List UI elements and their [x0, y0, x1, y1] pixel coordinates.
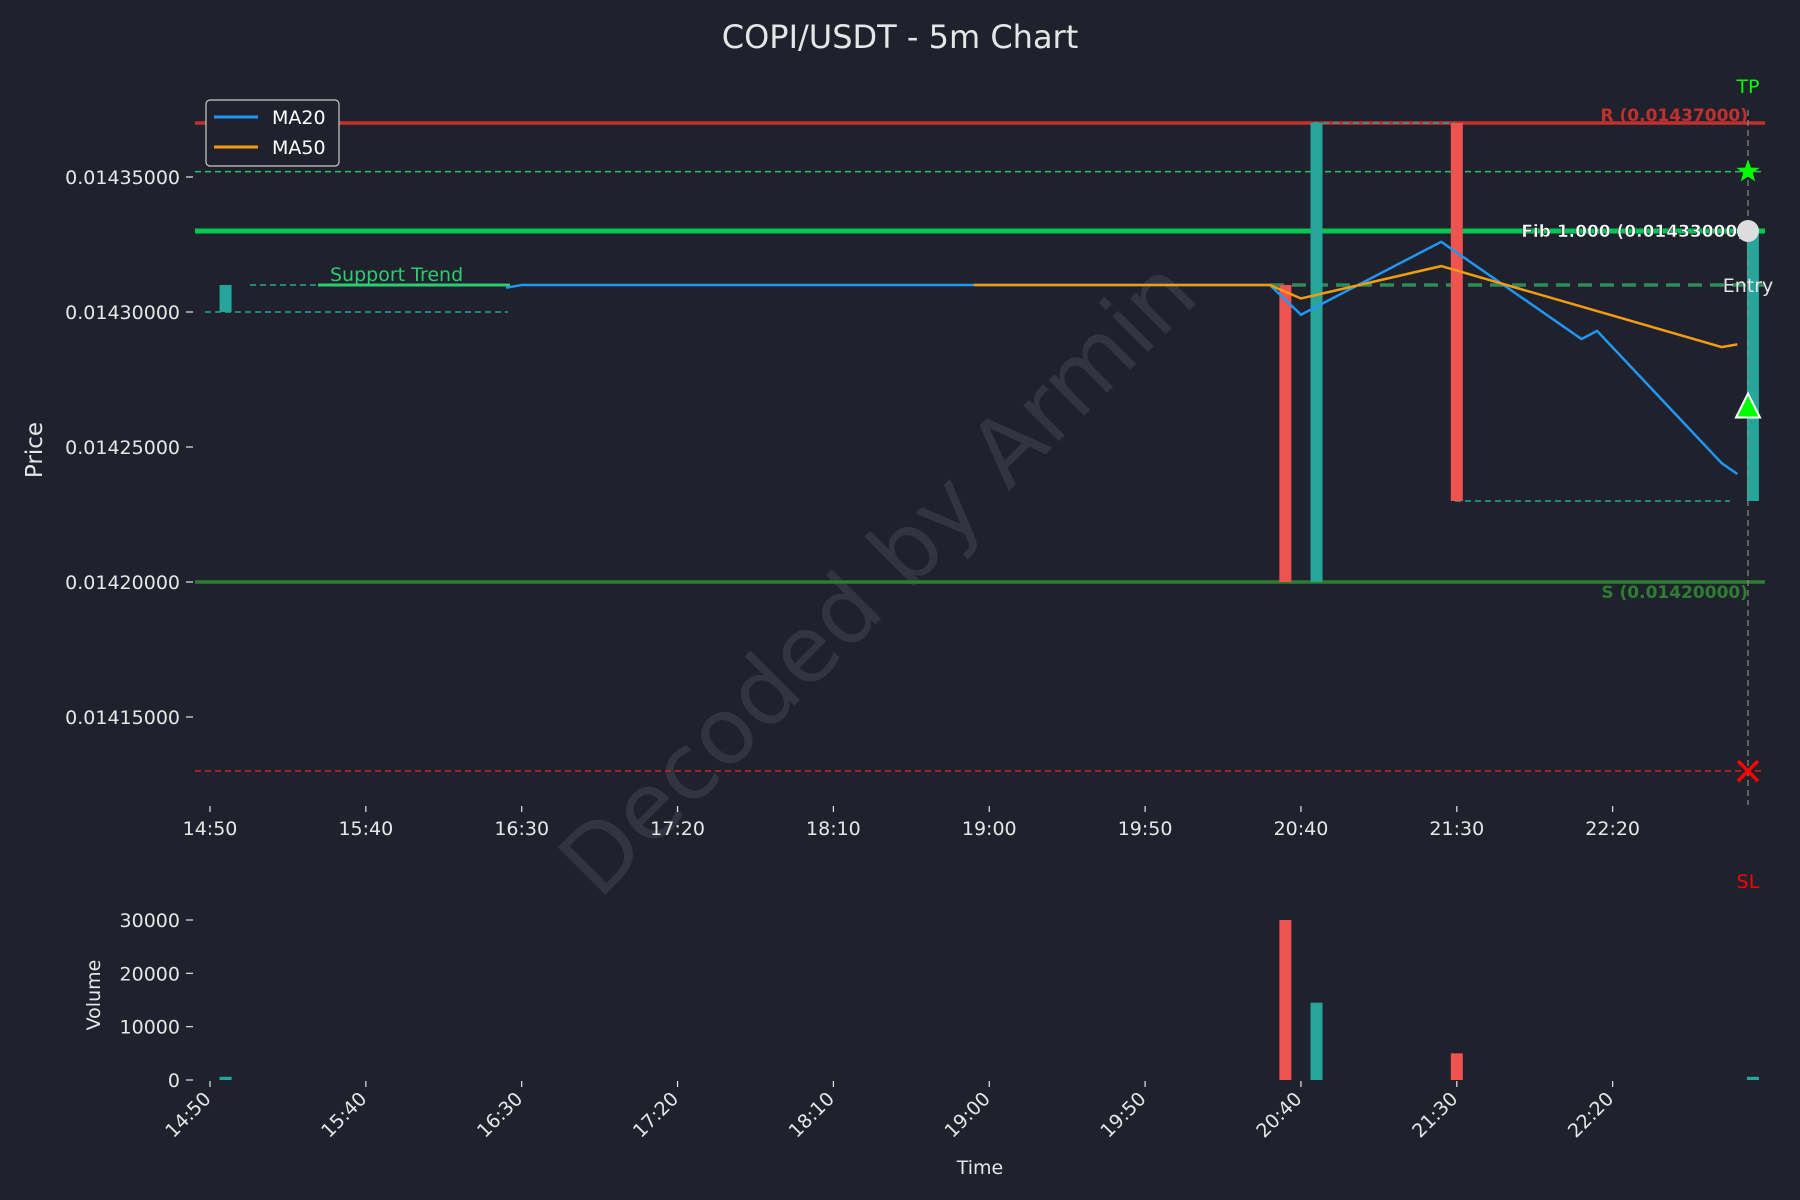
candle-3 — [1450, 123, 1463, 501]
volume-tick-label: 0 — [168, 1070, 180, 1092]
fib-level-label: Fib 1.000 (0.01433000) — [1521, 222, 1745, 242]
candle-4 — [1746, 231, 1759, 501]
volume-time-tick-label: 21:30 — [1408, 1088, 1462, 1142]
price-axis-title: Price — [22, 422, 48, 478]
current-price-circle-icon — [1737, 220, 1759, 242]
volume-time-tick-label: 18:10 — [785, 1088, 839, 1142]
price-tick-label: 0.01425000 — [65, 437, 180, 459]
volume-time-tick-label: 20:40 — [1252, 1088, 1306, 1142]
candle-1 — [1279, 285, 1292, 582]
chart-title: COPI/USDT - 5m Chart — [722, 18, 1079, 56]
volume-bar-0 — [219, 1076, 232, 1080]
trade-markers: TP Entry SL — [1723, 76, 1774, 893]
time-tick-label: 15:40 — [338, 818, 393, 840]
legend[interactable]: MA20 MA50 — [205, 99, 340, 167]
price-tick-label: 0.01415000 — [65, 707, 180, 729]
sl-label: SL — [1737, 871, 1760, 893]
time-tick-label: 17:20 — [650, 818, 705, 840]
time-tick-label: 20:40 — [1274, 818, 1329, 840]
candle-2 — [1310, 123, 1323, 582]
time-tick-label: 16:30 — [494, 818, 549, 840]
volume-time-tick-label: 19:00 — [941, 1088, 995, 1142]
tp-label: TP — [1735, 76, 1759, 98]
volume-axis-title: Volume — [83, 960, 105, 1031]
moving-average-lines — [505, 240, 1739, 476]
time-tick-label: 19:50 — [1118, 818, 1173, 840]
volume-time-tick-label: 14:50 — [161, 1088, 215, 1142]
price-levels: R (0.01437000) S (0.01420000) Fib 1.000 (0… — [195, 106, 1765, 772]
volume-time-tick-label: 16:30 — [473, 1088, 527, 1142]
buy-triangle-icon — [1734, 391, 1762, 419]
volume-bars — [219, 920, 1759, 1080]
volume-tick-label: 30000 — [120, 910, 180, 932]
price-y-axis: 0.01415000 0.01420000 0.01425000 0.01430000… — [65, 167, 193, 729]
time-axis-title: Time — [956, 1157, 1004, 1179]
volume-bar-1 — [1279, 920, 1292, 1080]
candle-0 — [219, 285, 232, 312]
legend-label-ma20: MA20 — [272, 107, 326, 129]
take-profit-star-icon — [1736, 159, 1760, 182]
resistance-label: R (0.01437000) — [1601, 106, 1748, 126]
volume-bar-3 — [1450, 1053, 1463, 1080]
price-x-axis: 14:50 15:40 16:30 17:20 18:10 19:00 19:50 20:40… — [183, 806, 1640, 840]
price-tick-label: 0.01435000 — [65, 167, 180, 189]
entry-label: Entry — [1723, 275, 1774, 297]
support-label: S (0.01420000) — [1601, 583, 1748, 603]
volume-time-tick-label: 19:50 — [1096, 1088, 1150, 1142]
volume-time-tick-label: 22:20 — [1564, 1088, 1618, 1142]
volume-bar-4 — [1746, 1076, 1759, 1080]
stop-loss-x-icon — [1736, 759, 1760, 783]
time-tick-label: 22:20 — [1585, 818, 1640, 840]
legend-label-ma50: MA50 — [272, 137, 326, 159]
volume-y-axis: 0 10000 20000 30000 — [120, 910, 193, 1092]
volume-bar-2 — [1310, 1002, 1323, 1080]
support-trend-label: Support Trend — [330, 264, 463, 286]
time-tick-label: 14:50 — [183, 818, 238, 840]
ma20-line — [505, 240, 1739, 476]
price-candles — [219, 123, 1759, 582]
price-tick-label: 0.01430000 — [65, 302, 180, 324]
price-tick-label: 0.01420000 — [65, 572, 180, 594]
volume-time-tick-label: 17:20 — [629, 1088, 683, 1142]
volume-tick-label: 20000 — [120, 963, 180, 985]
volume-x-axis: 14:50 15:40 16:30 17:20 18:10 19:00 19:50 20:40… — [161, 1081, 1618, 1142]
time-tick-label: 19:00 — [962, 818, 1017, 840]
ma50-line — [973, 264, 1738, 349]
time-tick-label: 21:30 — [1429, 818, 1484, 840]
watermark: Decoded by Armin — [539, 239, 1217, 917]
time-tick-label: 18:10 — [806, 818, 861, 840]
volume-time-tick-label: 15:40 — [317, 1088, 371, 1142]
volume-tick-label: 10000 — [120, 1017, 180, 1039]
